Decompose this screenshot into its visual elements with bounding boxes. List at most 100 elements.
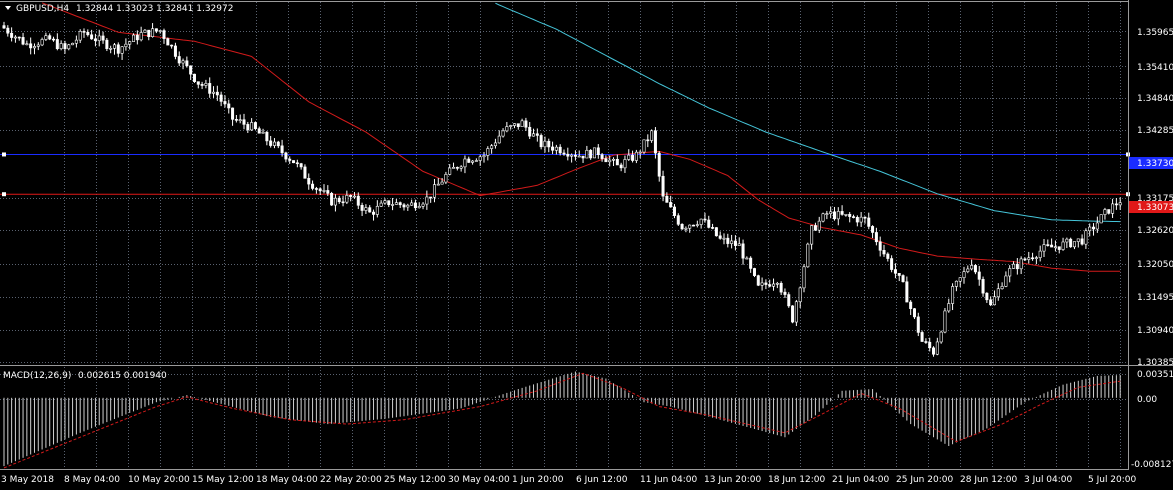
candle-body <box>653 130 657 154</box>
candle <box>832 206 836 221</box>
candle <box>844 214 848 217</box>
candle <box>966 265 970 274</box>
candle-body <box>166 38 170 46</box>
time-label: 25 Jun 20:00 <box>896 475 953 485</box>
candle <box>718 231 722 240</box>
candle-body <box>341 201 345 204</box>
candle-body <box>147 29 151 37</box>
candle-body <box>242 119 246 125</box>
candle <box>97 29 101 47</box>
candle <box>10 27 14 42</box>
price-tick: 1.31495 <box>1137 293 1173 303</box>
time-label: 15 May 12:00 <box>192 475 254 485</box>
time-label: 28 Jun 12:00 <box>960 475 1017 485</box>
candle-body <box>737 243 741 246</box>
price-tick: 1.32620 <box>1137 226 1173 236</box>
candle <box>318 187 322 196</box>
candle-body <box>1015 263 1019 270</box>
candle <box>455 166 459 171</box>
candle-body <box>570 154 574 157</box>
candle <box>821 212 825 223</box>
candle <box>387 200 391 208</box>
macd-tick: 0.00 <box>1137 395 1157 405</box>
candle-body <box>261 131 265 134</box>
candle-body <box>13 36 17 39</box>
candle-body <box>6 27 10 34</box>
candle-body <box>1004 275 1008 287</box>
candle-body <box>688 224 692 229</box>
candle-body <box>1053 246 1057 248</box>
candle-body <box>554 146 558 151</box>
candle <box>436 178 440 186</box>
candle <box>1008 265 1012 283</box>
candle-body <box>303 166 307 179</box>
candle-body <box>97 35 101 41</box>
candle <box>1065 237 1069 249</box>
candle <box>349 194 353 202</box>
candle-body <box>951 286 955 304</box>
price-axis[interactable]: 1.35965 1.35410 1.34840 1.34285 1.33175 … <box>1137 28 1173 368</box>
candle-body <box>387 200 391 206</box>
macd-axis[interactable]: 0.003517 0.00 -0.008127 <box>1131 370 1173 470</box>
time-axis[interactable]: 3 May 2018 8 May 04:00 10 May 20:00 15 M… <box>1 475 1137 485</box>
candle <box>265 131 269 146</box>
candle <box>958 277 962 288</box>
candle-body <box>699 218 703 225</box>
candle-body <box>562 152 566 155</box>
candle-body <box>813 225 817 231</box>
candle <box>375 200 379 218</box>
candle <box>1057 246 1061 254</box>
candle <box>459 165 463 172</box>
candle <box>162 28 166 44</box>
candle <box>345 190 349 205</box>
candle-body <box>596 147 600 155</box>
candle-body <box>783 291 787 295</box>
candle <box>44 32 48 42</box>
candle <box>798 286 802 309</box>
candle <box>128 40 132 50</box>
candle-body <box>154 28 158 32</box>
candle <box>627 149 631 161</box>
candle <box>711 223 715 230</box>
macd-tick: -0.008127 <box>1131 460 1173 470</box>
time-label: 11 Jun 04:00 <box>640 475 697 485</box>
candle <box>391 197 395 211</box>
candle <box>688 224 692 233</box>
candle <box>410 199 414 206</box>
candle <box>227 99 231 114</box>
time-label: 25 May 12:00 <box>384 475 446 485</box>
candle <box>893 263 897 279</box>
candle-body <box>787 294 791 307</box>
candle-body <box>905 281 909 303</box>
candle-body <box>204 83 208 86</box>
red-line-handle[interactable] <box>2 192 6 197</box>
candle-body <box>352 195 356 198</box>
candle-body <box>173 45 177 57</box>
chevron-down-icon[interactable] <box>5 6 11 10</box>
candle-body <box>973 265 977 273</box>
candle-body <box>775 282 779 285</box>
candle <box>486 146 490 161</box>
candle <box>120 46 124 60</box>
candle <box>810 224 814 250</box>
candle-body <box>928 341 932 349</box>
candle <box>642 139 646 155</box>
blue-line-handle[interactable] <box>2 152 6 157</box>
candle-body <box>406 204 410 208</box>
candle-body <box>135 34 139 41</box>
candle-body <box>935 341 939 355</box>
candle-body <box>924 341 928 343</box>
candle <box>82 28 86 38</box>
candle <box>592 147 596 159</box>
candle-body <box>162 30 166 39</box>
candle <box>364 204 368 215</box>
candle-body <box>52 38 56 41</box>
candle <box>539 133 543 150</box>
candle <box>25 40 29 46</box>
candle <box>1034 255 1038 265</box>
candle-body <box>695 224 699 226</box>
candle-body <box>227 103 231 109</box>
candle-body <box>1076 238 1080 242</box>
candle <box>32 43 36 55</box>
